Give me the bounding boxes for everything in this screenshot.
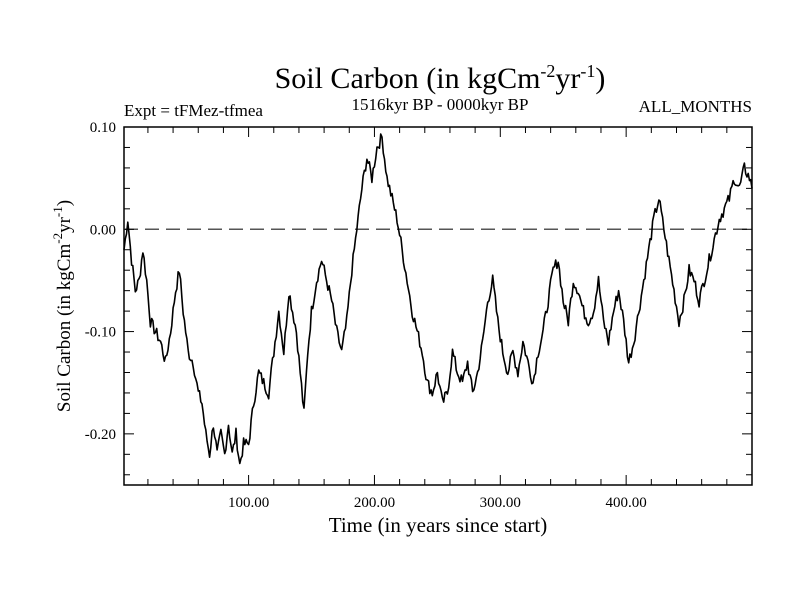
y-tick-label: -0.20 — [85, 427, 116, 443]
y-axis-ticks: 0.10 0.00 -0.10 -0.20 — [85, 120, 752, 476]
y-axis-label-main: Soil Carbon (in kgCm — [54, 244, 75, 413]
plot-frame — [123, 126, 753, 486]
x-axis-label: Time (in years since start) — [329, 513, 548, 537]
chart-title-sup2: -1 — [580, 61, 595, 81]
y-axis-label: Soil Carbon (in kgCm-2yr-1) — [50, 200, 75, 412]
chart-title: Soil Carbon (in kgCm-2yr-1) — [275, 61, 606, 95]
chart-title-close: ) — [595, 62, 605, 95]
y-axis-label-close: ) — [54, 200, 75, 206]
y-tick-label: 0.00 — [90, 222, 116, 238]
x-tick-label: 400.00 — [606, 495, 647, 511]
x-tick-label: 100.00 — [228, 495, 269, 511]
chart-title-mid: yr — [555, 62, 580, 95]
y-tick-label: 0.10 — [90, 120, 116, 136]
x-tick-label: 300.00 — [480, 495, 521, 511]
chart-title-sup1: -2 — [540, 61, 555, 81]
y-axis-label-sup2: -1 — [50, 206, 65, 217]
months-label: ALL_MONTHS — [639, 97, 752, 116]
x-tick-label: 200.00 — [354, 495, 395, 511]
x-axis-ticks: 100.00 200.00 300.00 400.00 — [147, 127, 728, 511]
y-axis-label-sup1: -2 — [50, 233, 65, 244]
period-label: 1516kyr BP - 0000kyr BP — [352, 95, 529, 114]
chart-title-main: Soil Carbon (in kgCm — [275, 62, 541, 95]
y-axis-label-mid: yr — [54, 216, 75, 233]
series-line-soil-carbon — [123, 133, 753, 465]
expt-label: Expt = tFMez-tfmea — [124, 101, 263, 120]
y-tick-label: -0.10 — [85, 325, 116, 341]
